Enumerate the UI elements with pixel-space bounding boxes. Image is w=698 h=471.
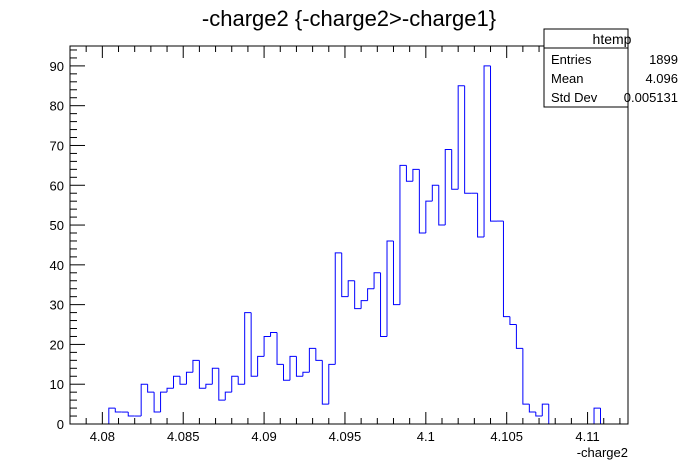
- y-tick-label: 0: [57, 417, 64, 432]
- histogram-bin: [386, 240, 394, 337]
- histogram-bin: [593, 407, 601, 424]
- x-tick-label: 4.11: [575, 429, 599, 444]
- histogram-bin: [244, 312, 252, 385]
- histogram-bin: [321, 360, 329, 405]
- axes: 4.08 4.085 4.09 4.095 4.1 4.105 4.11 0 10 20 30 40 5…: [50, 45, 629, 444]
- plot-area: [108, 65, 602, 425]
- stats-value-entries: 1899: [649, 52, 678, 67]
- histogram-bin: [477, 193, 485, 238]
- histogram-bin: [464, 85, 472, 194]
- histogram-bin: [283, 364, 290, 381]
- histogram-bin: [354, 280, 362, 310]
- stats-value-stddev: 0.005131: [624, 90, 678, 105]
- histogram-bin: [367, 288, 375, 301]
- histogram-bin: [153, 392, 161, 413]
- stats-value-mean: 4.096: [645, 71, 678, 86]
- x-tick-label: 4.09: [251, 429, 276, 444]
- histogram-bin: [522, 348, 530, 405]
- histogram-bin: [431, 184, 439, 202]
- histogram-bin: [237, 376, 245, 385]
- histogram-bin: [211, 367, 219, 385]
- histogram-bin: [198, 360, 206, 389]
- y-tick-label: 90: [50, 59, 64, 74]
- y-tick-label: 10: [50, 377, 64, 392]
- y-tick-label: 70: [50, 138, 64, 153]
- histogram-bin: [263, 335, 271, 357]
- stats-box-title: htemp: [593, 31, 632, 47]
- x-tick-label: 4.08: [90, 429, 115, 444]
- histogram-bin: [528, 404, 536, 413]
- histogram-bin: [341, 252, 349, 298]
- histogram-bin: [399, 164, 407, 305]
- histogram-bin: [270, 331, 278, 337]
- histogram-bin: [160, 391, 168, 413]
- y-tick-label: 20: [50, 337, 64, 352]
- histogram-bin: [418, 169, 426, 234]
- y-tick-label: 40: [50, 258, 64, 273]
- histogram-bin: [360, 300, 368, 309]
- histogram-bin: [392, 240, 400, 306]
- x-tick-label: 4.095: [329, 429, 362, 444]
- histogram-bin: [380, 272, 388, 337]
- histogram-bin: [289, 355, 297, 381]
- histogram-bin: [205, 383, 213, 389]
- histogram-bin: [444, 148, 452, 226]
- x-tick-label: 4.085: [167, 429, 200, 444]
- histogram-bin: [295, 356, 303, 377]
- stats-label-mean: Mean: [551, 71, 584, 86]
- histogram-bin: [425, 200, 433, 234]
- histogram-bin: [548, 404, 556, 425]
- x-tick-label: 4.105: [490, 429, 523, 444]
- histogram-bin: [192, 359, 200, 373]
- chart-title: -charge2 {-charge2>-charge1}: [202, 6, 496, 31]
- histogram-bin: [127, 412, 135, 417]
- histogram-bin: [490, 65, 497, 222]
- histogram-bin: [509, 316, 517, 326]
- histogram-bin: [185, 371, 193, 385]
- histogram-bin: [412, 168, 420, 182]
- histogram-bin: [315, 348, 323, 361]
- histogram-bin: [257, 355, 265, 377]
- histogram-bin: [502, 221, 510, 318]
- y-tick-label: 80: [50, 99, 64, 114]
- histogram-bin: [231, 375, 239, 393]
- histogram-bin: [166, 387, 174, 393]
- stats-box-frame: [543, 28, 629, 108]
- histogram-bin: [224, 391, 232, 401]
- stats-label-entries: Entries: [551, 52, 592, 67]
- histogram-bin: [302, 371, 310, 377]
- histogram-bin: [405, 165, 413, 182]
- histogram-bin: [515, 324, 523, 349]
- stats-label-stddev: Std Dev: [551, 90, 598, 105]
- histogram-bin: [457, 85, 465, 190]
- histogram-bin: [328, 363, 336, 405]
- histogram-bin: [535, 412, 543, 417]
- histogram-bin: [108, 407, 116, 424]
- histogram-bin: [438, 185, 446, 226]
- histogram-bin: [173, 375, 180, 389]
- x-tick-label: 4.1: [417, 429, 435, 444]
- histogram-bin: [147, 384, 155, 393]
- histogram-bin: [179, 376, 187, 385]
- y-tick-label: 50: [50, 218, 64, 233]
- histogram-bin: [334, 252, 342, 365]
- histogram-bin: [114, 408, 122, 413]
- y-tick-label: 30: [50, 298, 64, 313]
- histogram-bin: [250, 312, 258, 377]
- x-axis-title: -charge2: [577, 445, 628, 460]
- histogram-bin: [276, 332, 284, 365]
- y-tick-label: 60: [50, 178, 64, 193]
- histogram-bin: [541, 403, 549, 417]
- histogram-bin: [373, 272, 381, 289]
- histogram-bin: [140, 383, 148, 417]
- histogram-bin: [451, 149, 459, 190]
- plot-frame: [69, 45, 629, 425]
- histogram-bin: [483, 65, 491, 237]
- histogram-bin: [218, 368, 226, 401]
- histogram-bin: [308, 347, 316, 373]
- histogram-bin: [347, 280, 355, 297]
- stats-box: htemp Entries 1899 Mean 4.096 Std Dev 0.…: [543, 28, 678, 108]
